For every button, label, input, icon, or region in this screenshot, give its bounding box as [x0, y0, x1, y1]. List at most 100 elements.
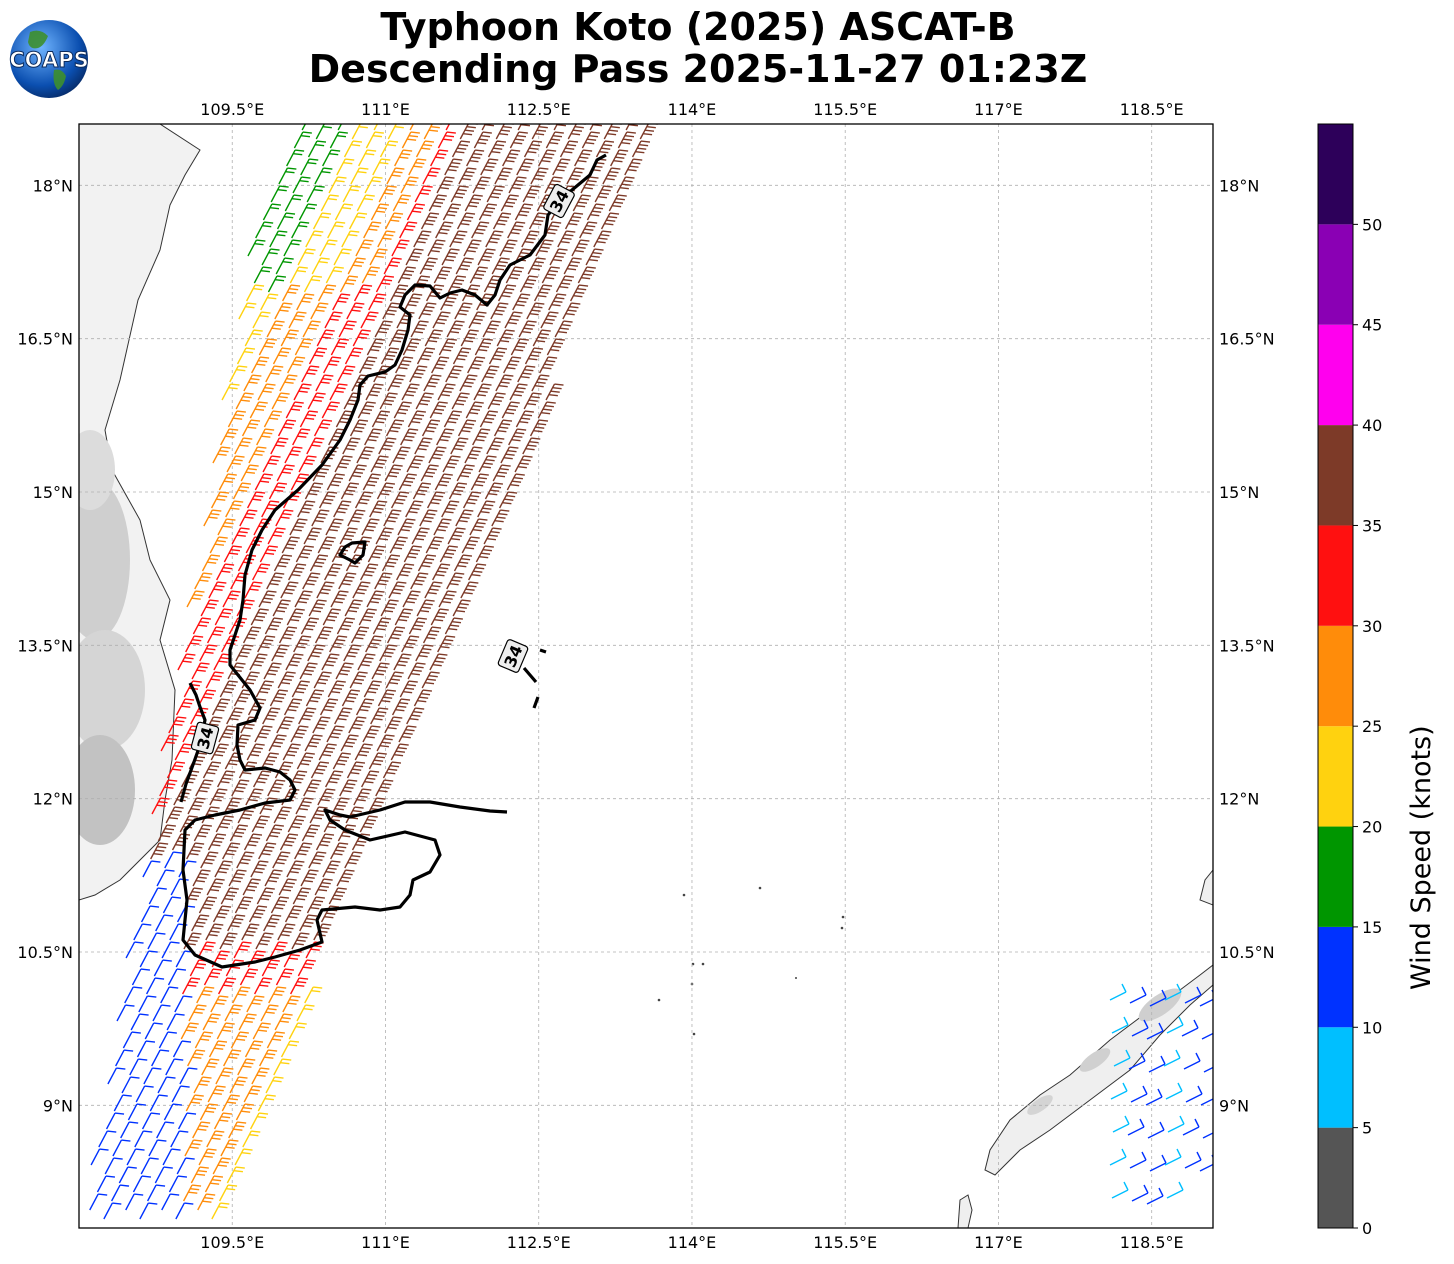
wind-barb — [405, 248, 424, 266]
wind-barb — [368, 752, 387, 770]
wind-barb — [232, 986, 251, 1004]
wind-barb — [469, 518, 488, 536]
wind-barb — [323, 356, 342, 374]
wind-barb — [555, 275, 575, 293]
wind-barb — [235, 644, 254, 662]
wind-barb — [428, 194, 447, 212]
bottom-lon-tick-label: 115.5°E — [813, 1233, 877, 1252]
wind-barb — [177, 1112, 197, 1130]
wind-barb — [184, 1139, 203, 1157]
wind-barb — [207, 1085, 226, 1103]
wind-barb — [294, 590, 313, 608]
wind-barb — [322, 608, 341, 626]
wind-barb — [498, 491, 518, 509]
wind-barb — [383, 509, 402, 527]
wind-barb — [275, 968, 295, 986]
wind-barb — [244, 1040, 264, 1058]
wind-barb — [325, 266, 344, 284]
wind-barb — [450, 437, 469, 455]
wind-barb — [303, 275, 323, 293]
wind-barb — [369, 248, 388, 266]
wind-barb — [338, 320, 357, 338]
wind-barb — [204, 1175, 224, 1193]
wind-barb — [625, 124, 639, 131]
wind-barb — [155, 914, 174, 932]
wind-barb — [262, 455, 281, 473]
wind-barb — [263, 410, 282, 428]
wind-barb — [295, 797, 314, 815]
wind-barb — [151, 797, 170, 815]
wind-barb — [1182, 1118, 1200, 1136]
wind-barb — [487, 140, 507, 158]
wind-barb — [261, 248, 280, 266]
wind-barb — [444, 617, 463, 635]
wind-barb — [284, 194, 303, 212]
wind-barb — [237, 1058, 256, 1076]
wind-barb — [497, 284, 517, 302]
wind-barb — [302, 320, 321, 338]
wind-barb — [288, 563, 307, 581]
wind-barb — [1112, 1115, 1130, 1133]
wind-barb — [433, 266, 452, 284]
right-lat-tick-label: 15°N — [1219, 483, 1259, 502]
bottom-lon-tick-label: 114°E — [668, 1233, 717, 1252]
wind-barb — [631, 140, 651, 158]
wind-barb — [428, 446, 447, 464]
wind-barb — [307, 644, 326, 662]
colorbar-tick-label: 0 — [1362, 1219, 1372, 1238]
wind-barb — [517, 124, 531, 131]
wind-barb — [348, 212, 368, 230]
wind-barb — [430, 608, 449, 626]
wind-barb — [456, 464, 475, 482]
wind-barb — [355, 698, 375, 716]
wind-barb — [527, 257, 546, 275]
wind-barb — [236, 851, 255, 869]
wind-barb — [130, 1013, 149, 1031]
wind-barb — [328, 176, 347, 194]
wind-barb — [89, 1193, 108, 1211]
wind-barb — [326, 473, 345, 491]
wind-barb — [462, 491, 482, 509]
colorbar-bin-6 — [1318, 525, 1353, 626]
map-area — [79, 124, 1213, 1228]
wind-barb — [352, 329, 371, 347]
wind-barb — [301, 824, 320, 842]
wind-barb — [144, 1022, 163, 1040]
wind-barb — [302, 572, 321, 590]
wind-barb — [374, 320, 393, 338]
wind-barb — [416, 347, 436, 365]
wind-barb — [603, 124, 622, 140]
wind-barb — [365, 131, 384, 149]
wind-barb — [433, 518, 452, 536]
left-lat-tick-label: 18°N — [33, 176, 73, 195]
wind-barb — [318, 743, 337, 761]
wind-barb — [483, 527, 502, 545]
wind-barb — [218, 725, 237, 743]
wind-barb — [523, 140, 543, 158]
wind-barb — [467, 356, 486, 374]
wind-barb — [399, 680, 418, 698]
bottom-lon-tick-label: 111°E — [361, 1233, 410, 1252]
wind-barb — [357, 401, 376, 419]
wind-barb — [165, 1058, 184, 1076]
wind-barb — [299, 410, 318, 428]
wind-barb — [314, 878, 333, 896]
wind-barb — [161, 941, 180, 959]
wind-barb — [451, 392, 470, 410]
wind-barb — [265, 1076, 284, 1094]
wind-barb — [168, 1175, 188, 1193]
wind-barb — [244, 581, 263, 599]
wind-barb — [166, 1013, 185, 1031]
wind-barb — [392, 446, 411, 464]
wind-barb — [369, 500, 388, 518]
wind-barb — [465, 401, 484, 419]
wind-barb — [310, 302, 329, 320]
wind-barb — [610, 149, 629, 167]
wind-barb — [382, 302, 401, 320]
wind-barb — [280, 329, 299, 347]
wind-barb — [229, 824, 248, 842]
axis-tick-labels: 109.5°E 109.5°E 111°E 111°E 112.5°E 112.5°E 11… — [17, 100, 1274, 1252]
wind-barb — [192, 1121, 211, 1139]
wind-barb — [303, 779, 322, 797]
wind-barb — [533, 284, 553, 302]
